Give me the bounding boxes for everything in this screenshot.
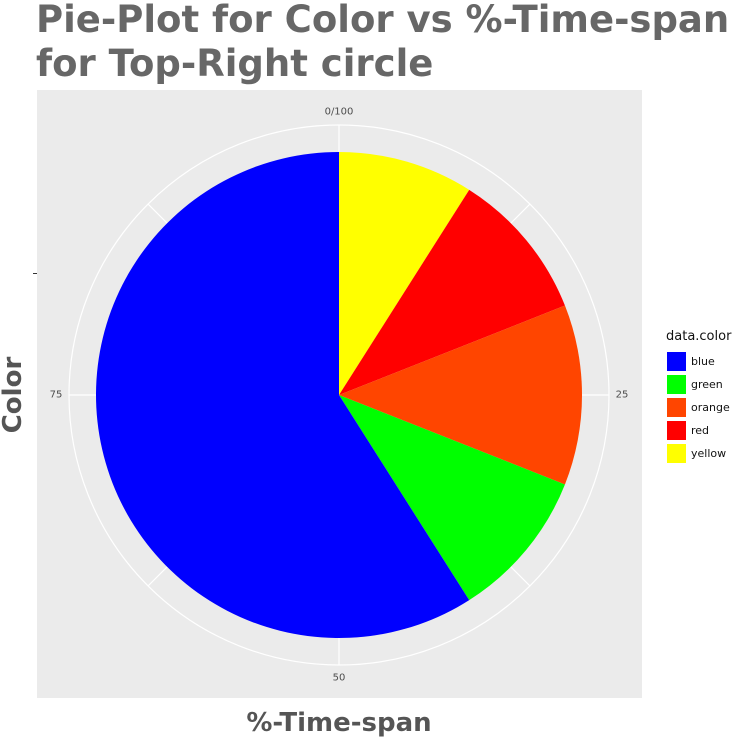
legend-swatch bbox=[667, 421, 686, 440]
x-axis-label: %-Time-span bbox=[246, 708, 432, 738]
pie-slice-orange bbox=[339, 305, 583, 485]
legend-label: red bbox=[691, 424, 710, 437]
legend-item-yellow: yellow bbox=[666, 442, 731, 465]
legend: data.color blue green orange red yellow bbox=[666, 329, 731, 465]
theta-tick-label: 25 bbox=[616, 390, 629, 401]
legend-label: green bbox=[691, 378, 723, 391]
legend-swatch bbox=[667, 444, 686, 463]
theta-tick-label: 50 bbox=[333, 673, 346, 684]
legend-label: orange bbox=[691, 401, 730, 414]
legend-swatch bbox=[667, 375, 686, 394]
plot-panel: 0/100 25 50 75 bbox=[37, 90, 642, 698]
legend-swatch bbox=[667, 398, 686, 417]
legend-item-green: green bbox=[666, 373, 731, 396]
pie-slice-blue bbox=[96, 152, 470, 639]
pie-chart: 0/100 25 50 75 bbox=[50, 107, 629, 684]
legend-item-red: red bbox=[666, 419, 731, 442]
legend-item-blue: blue bbox=[666, 350, 731, 373]
pie-slice-yellow bbox=[339, 152, 470, 395]
legend-title: data.color bbox=[666, 329, 732, 344]
theta-tick-label: 0/100 bbox=[325, 107, 354, 118]
legend-label: blue bbox=[691, 355, 715, 368]
chart-title-line-1: Pie-Plot for Color vs %-Time-span bbox=[36, 0, 730, 41]
legend-item-orange: orange bbox=[666, 396, 731, 419]
y-axis-label: Color bbox=[0, 356, 28, 434]
theta-tick-label: 75 bbox=[50, 390, 63, 401]
chart-title-line-2: for Top-Right circle bbox=[36, 42, 434, 85]
pie-slice-red bbox=[339, 189, 565, 395]
pie-slice-green bbox=[339, 395, 565, 601]
legend-label: yellow bbox=[691, 447, 727, 460]
y-axis-tick bbox=[33, 273, 37, 274]
legend-items: blue green orange red yellow bbox=[666, 350, 731, 465]
legend-swatch bbox=[667, 352, 686, 371]
